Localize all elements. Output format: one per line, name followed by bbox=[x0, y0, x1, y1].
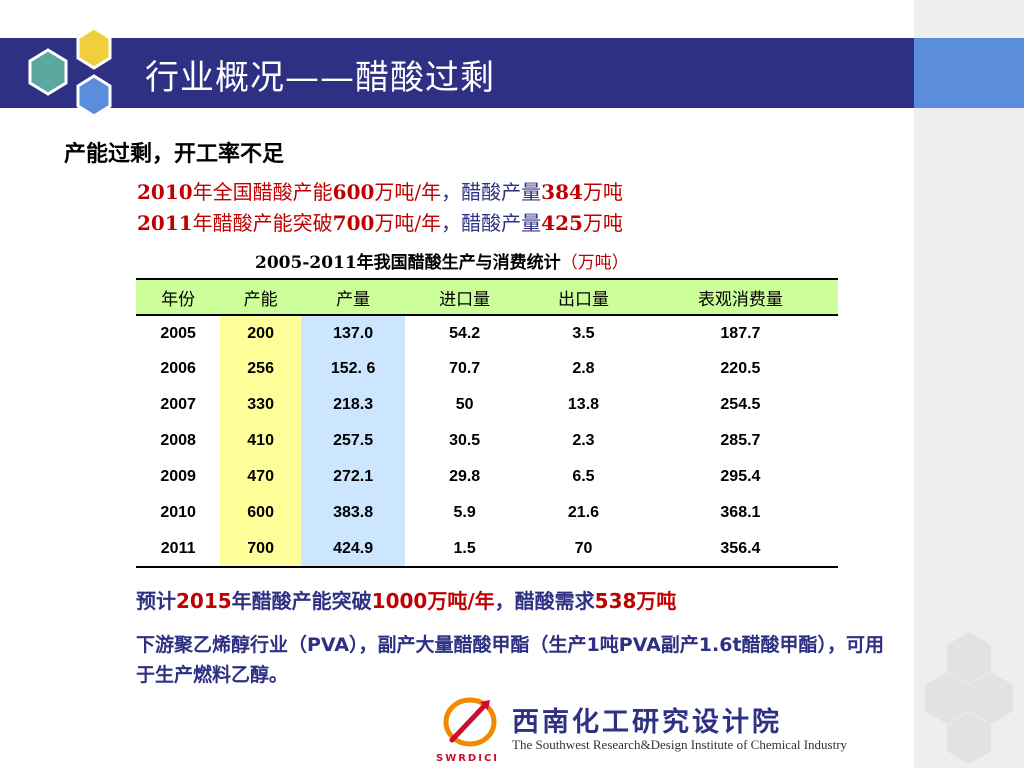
cell-year: 2005 bbox=[160, 324, 196, 342]
cell-year: 2009 bbox=[160, 468, 196, 485]
cell-export: 3.5 bbox=[572, 324, 595, 342]
cell-output: 257.5 bbox=[301, 423, 406, 459]
org-name: 西南化工研究设计院 bbox=[512, 707, 782, 738]
cell-year: 2011 bbox=[136, 531, 221, 568]
hexagon-decoration-icon bbox=[925, 632, 1013, 764]
cell-import: 30.5 bbox=[449, 432, 481, 449]
right-side-panel bbox=[914, 0, 1024, 768]
header-year: 年份 bbox=[136, 278, 221, 316]
cell-consumption: 356.4 bbox=[642, 531, 838, 568]
table-header-row: 年份 产能 产量 进口量 出口量 表观消费量 bbox=[136, 278, 838, 316]
title-accent-bar bbox=[914, 38, 1024, 108]
cell-output: 424.9 bbox=[301, 531, 406, 568]
cell-capacity: 600 bbox=[220, 495, 301, 531]
table-row: 2006 256 152. 6 70.7 2.8 220.5 bbox=[136, 351, 838, 387]
cell-output: 137.0 bbox=[301, 315, 406, 351]
table-row: 2008 410 257.5 30.5 2.3 285.7 bbox=[136, 423, 838, 459]
cell-year: 2007 bbox=[160, 396, 196, 413]
cell-import: 54.2 bbox=[449, 324, 481, 342]
cell-consumption: 220.5 bbox=[720, 360, 761, 377]
cell-import: 29.8 bbox=[449, 468, 481, 485]
header-import: 进口量 bbox=[405, 278, 525, 316]
cell-export: 2.3 bbox=[572, 432, 595, 449]
cell-capacity: 330 bbox=[220, 387, 301, 423]
org-english-name: The Southwest Research&Design Institute … bbox=[512, 737, 848, 752]
cell-consumption: 285.7 bbox=[720, 432, 761, 449]
table-row: 2007 330 218.3 50 13.8 254.5 bbox=[136, 387, 838, 423]
cell-import: 50 bbox=[455, 396, 474, 413]
acetic-acid-stats-table: 年份 产能 产量 进口量 出口量 表观消费量 2005 200 137.0 54.2 3… bbox=[136, 278, 838, 568]
cell-output: 272.1 bbox=[301, 459, 406, 495]
table-row: 2005 200 137.0 54.2 3.5 187.7 bbox=[136, 315, 838, 351]
table-caption: 2005-2011年我国醋酸生产与消费统计（万吨） bbox=[255, 253, 629, 273]
cell-export: 13.8 bbox=[567, 396, 600, 413]
pva-note: 下游聚乙烯醇行业（PVA），副产大量醋酸甲酯（生产1吨PVA副产1.6t醋酸甲酯… bbox=[136, 634, 885, 686]
statement-2011: 2011年醋酸产能突破700万吨/年，醋酸产量425万吨 bbox=[137, 211, 623, 235]
cell-consumption: 295.4 bbox=[720, 468, 761, 485]
header-output: 产量 bbox=[301, 278, 406, 316]
cell-export: 70 bbox=[524, 531, 643, 568]
cell-capacity: 410 bbox=[220, 423, 301, 459]
cell-import: 1.5 bbox=[405, 531, 525, 568]
header-consumption: 表观消费量 bbox=[642, 278, 838, 316]
org-abbr: SWRDICI bbox=[436, 753, 500, 764]
cell-capacity: 470 bbox=[220, 459, 301, 495]
cell-import: 5.9 bbox=[453, 504, 476, 521]
title-bar bbox=[0, 38, 914, 108]
cell-capacity: 200 bbox=[220, 315, 301, 351]
cell-export: 6.5 bbox=[572, 468, 595, 485]
cell-output: 152. 6 bbox=[301, 351, 406, 387]
cell-import: 70.7 bbox=[449, 360, 481, 377]
cell-year: 2008 bbox=[160, 432, 196, 449]
cell-consumption: 254.5 bbox=[720, 396, 761, 413]
hexagon-logo-icon bbox=[28, 26, 112, 118]
slide-title: 行业概况——醋酸过剩 bbox=[145, 58, 495, 98]
cell-year: 2010 bbox=[160, 504, 196, 521]
table-row: 2010 600 383.8 5.9 21.6 368.1 bbox=[136, 495, 838, 531]
table-row: 2011 700 424.9 1.5 70 356.4 bbox=[136, 531, 838, 568]
slide-subtitle: 产能过剩，开工率不足 bbox=[64, 142, 285, 167]
cell-year: 2006 bbox=[160, 360, 196, 377]
header-capacity: 产能 bbox=[220, 278, 301, 316]
cell-export: 21.6 bbox=[567, 504, 600, 521]
table-row: 2009 470 272.1 29.8 6.5 295.4 bbox=[136, 459, 838, 495]
cell-consumption: 187.7 bbox=[720, 324, 761, 342]
cell-export: 2.8 bbox=[572, 360, 595, 377]
cell-output: 218.3 bbox=[301, 387, 406, 423]
forecast-text: 预计2015年醋酸产能突破1000万吨/年，醋酸需求538万吨 bbox=[136, 589, 677, 613]
header-export: 出口量 bbox=[524, 278, 643, 316]
swrdici-logo-icon bbox=[443, 697, 497, 747]
cell-capacity: 700 bbox=[220, 531, 301, 568]
cell-output: 383.8 bbox=[301, 495, 406, 531]
cell-consumption: 368.1 bbox=[720, 504, 761, 521]
statement-2010: 2010年全国醋酸产能600万吨/年，醋酸产量384万吨 bbox=[137, 180, 623, 204]
cell-capacity: 256 bbox=[220, 351, 301, 387]
